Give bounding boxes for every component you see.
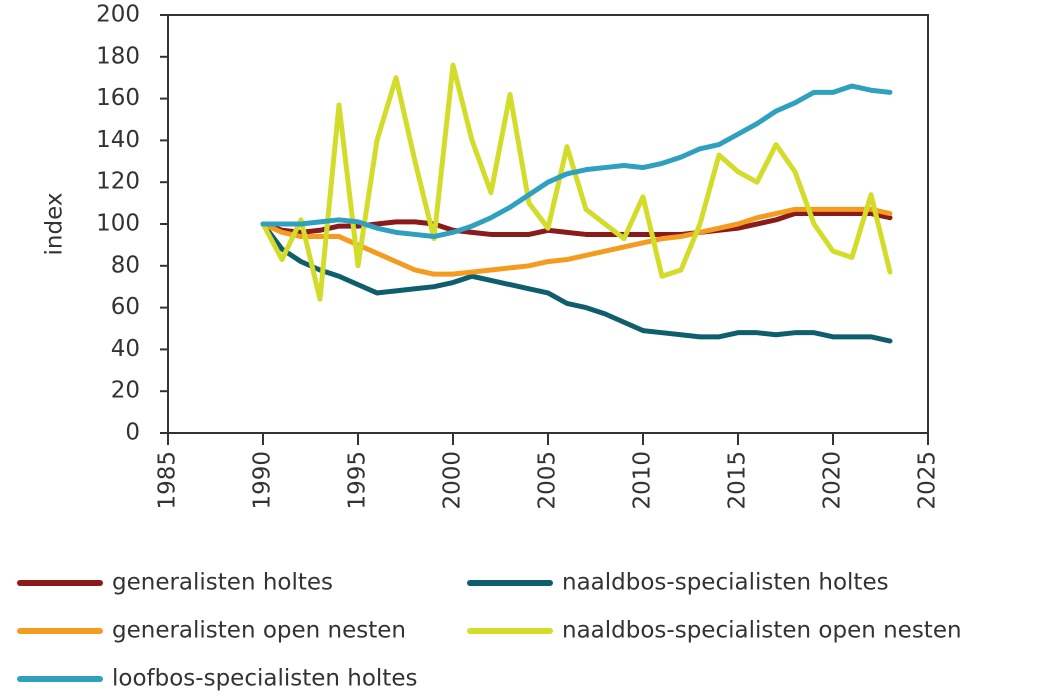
chart: index 0 20 40 60 80 100 120 140 160 180 200 1985 199…	[0, 0, 1043, 699]
legend-label: naaldbos-specialisten open nesten	[562, 618, 962, 644]
legend-label: generalisten open nesten	[112, 618, 406, 644]
x-tick-label: 2020	[820, 451, 846, 510]
y-tick-label: 100	[96, 211, 140, 237]
y-tick-label: 20	[111, 378, 140, 404]
x-tick-label: 2005	[535, 451, 561, 510]
y-tick-label: 40	[111, 336, 140, 362]
legend-label: generalisten holtes	[112, 570, 333, 596]
y-tick-label: 0	[125, 420, 140, 446]
x-tick-label: 2025	[915, 451, 941, 510]
y-tick-label: 160	[96, 85, 140, 111]
x-tick-label: 2010	[630, 451, 656, 510]
x-tick-label: 1995	[345, 451, 371, 510]
y-tick-label: 120	[96, 169, 140, 195]
y-tick-label: 140	[96, 127, 140, 153]
y-tick-label: 60	[111, 294, 140, 320]
y-tick-label: 200	[96, 2, 140, 28]
y-tick-label: 180	[96, 43, 140, 69]
y-axis-label: index	[42, 193, 68, 256]
legend-label: naaldbos-specialisten holtes	[562, 570, 889, 596]
x-tick-label: 1985	[155, 451, 181, 510]
x-tick-label: 2015	[725, 451, 751, 510]
x-tick-label: 1990	[250, 451, 276, 510]
legend-label: loofbos-specialisten holtes	[112, 666, 417, 692]
x-tick-label: 2000	[440, 451, 466, 510]
y-tick-label: 80	[111, 252, 140, 278]
